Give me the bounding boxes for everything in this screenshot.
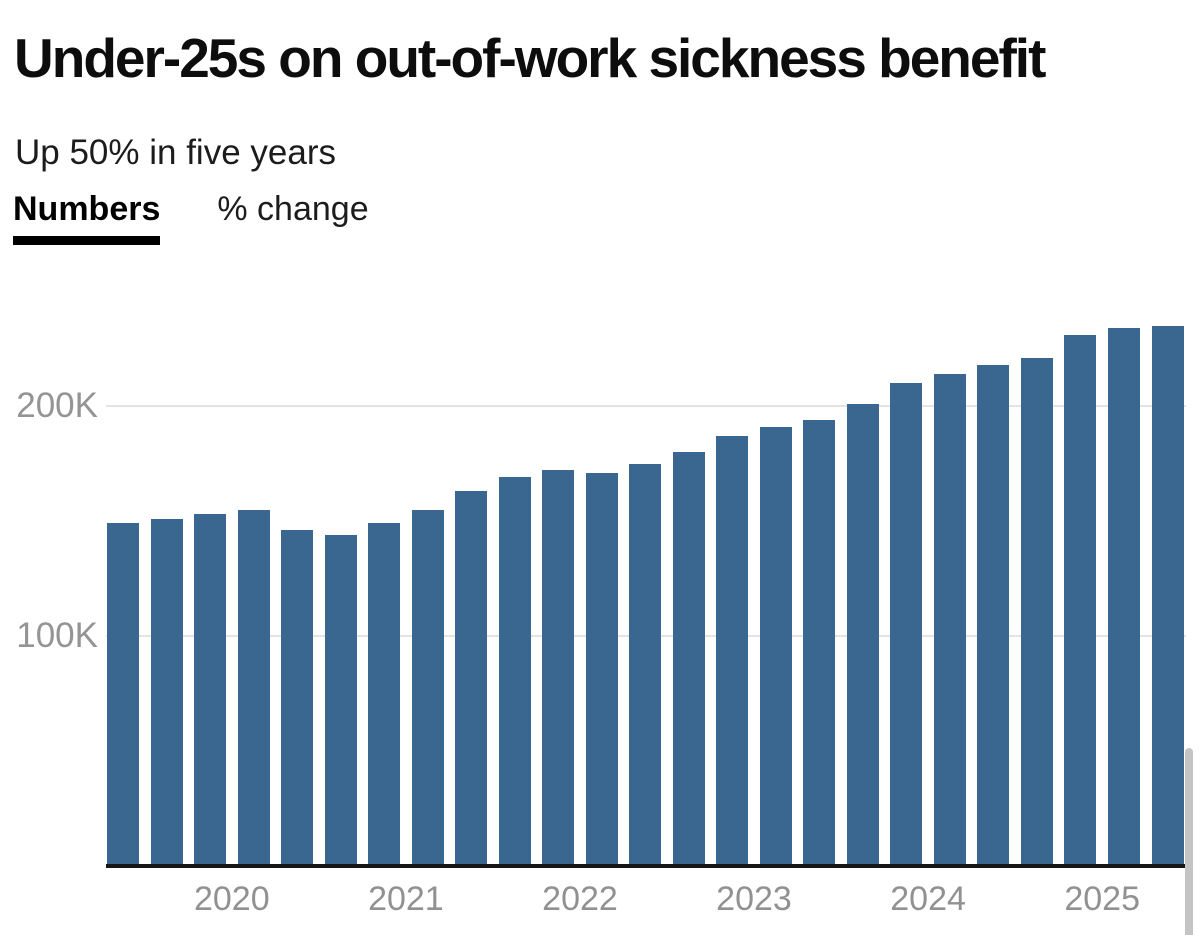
bar-2019-q2 — [107, 523, 139, 866]
bar-2021-q3 — [498, 477, 531, 866]
x-axis-line — [106, 864, 1186, 868]
bar-2025-q1 — [1108, 327, 1140, 866]
x-axis-label-2024: 2024 — [890, 880, 966, 918]
bar-2022-q3 — [672, 452, 705, 866]
bar-2023-q2 — [803, 419, 836, 866]
x-axis-label-2020: 2020 — [193, 880, 270, 918]
bar-2021-q4 — [542, 470, 575, 866]
bar-2020-q1 — [237, 509, 270, 866]
bar-2020-q3 — [324, 534, 357, 866]
x-axis-label-2023: 2023 — [716, 880, 792, 918]
bar-2022-q4 — [716, 435, 749, 866]
tab-numbers[interactable]: Numbers — [13, 190, 161, 245]
gridline-200k — [106, 405, 1186, 407]
bar-2022-q1 — [585, 472, 618, 866]
bar-2023-q4 — [890, 383, 923, 866]
bar-2019-q4 — [194, 514, 226, 866]
chart-title: Under-25s on out-of-work sickness benefi… — [14, 27, 1046, 89]
chart-view-tabs: Numbers % change — [13, 190, 369, 245]
chart-subtitle: Up 50% in five years — [15, 133, 336, 172]
scrollbar-thumb[interactable] — [1185, 748, 1193, 935]
bar-2021-q2 — [455, 491, 488, 866]
bar-2022-q2 — [629, 463, 662, 866]
bar-2024-q3 — [1020, 357, 1053, 866]
bar-2024-q4 — [1064, 334, 1097, 866]
bar-2023-q3 — [846, 403, 879, 866]
bar-2019-q3 — [150, 518, 183, 866]
y-axis-label-100k: 100K — [16, 616, 98, 655]
bar-2020-q2 — [281, 530, 314, 866]
bar-2025-q2 — [1151, 325, 1184, 866]
bar-2023-q1 — [759, 426, 792, 866]
y-axis-label-200k: 200K — [16, 386, 98, 425]
bar-2020-q4 — [368, 523, 401, 866]
bar-2024-q1 — [933, 373, 966, 866]
x-axis-label-2021: 2021 — [368, 880, 444, 918]
bar-2021-q1 — [411, 509, 444, 866]
tab-percent-change[interactable]: % change — [217, 190, 369, 228]
bar-2024-q2 — [977, 364, 1010, 866]
x-axis-label-2022: 2022 — [542, 880, 618, 918]
x-axis-label-2025: 2025 — [1064, 880, 1141, 918]
